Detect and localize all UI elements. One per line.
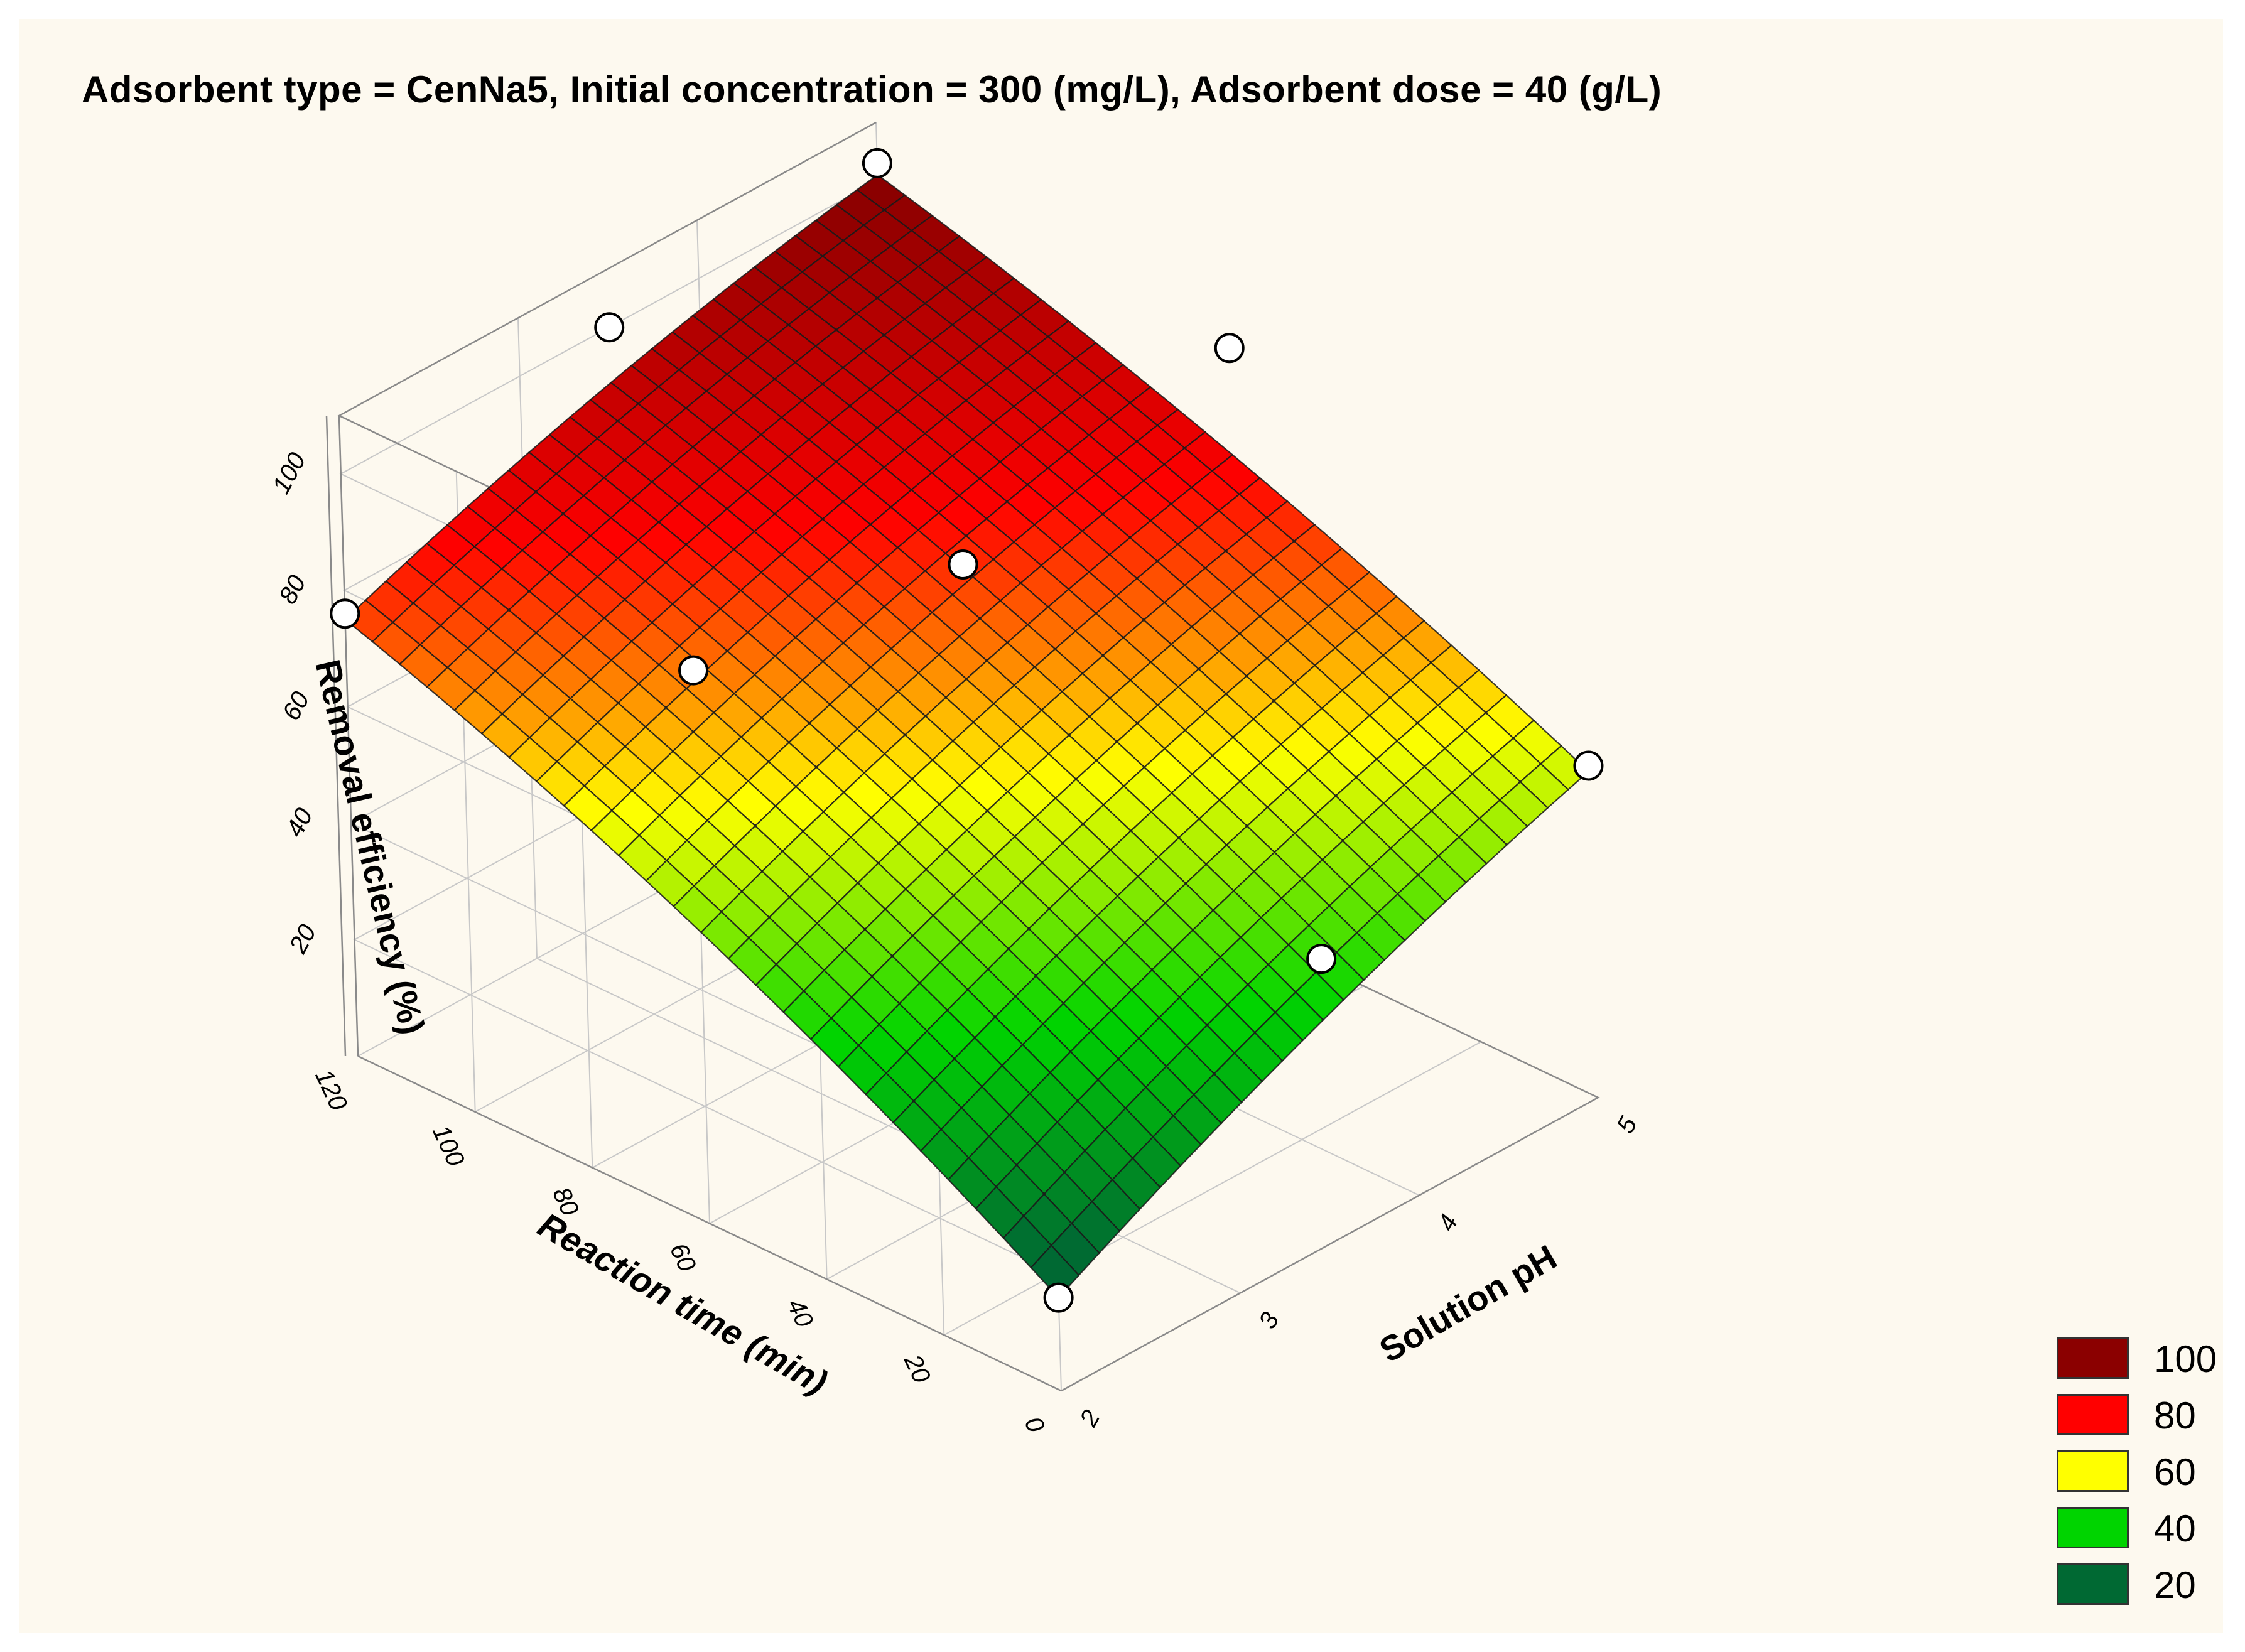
observed-point	[862, 148, 892, 178]
surface-cell	[1030, 1244, 1080, 1299]
observed-point	[678, 655, 709, 686]
chart-background: Adsorbent type = CenNa5, Initial concent…	[19, 19, 2223, 1633]
z-tick-label: 60	[278, 688, 315, 725]
x-tick-label: 3	[1253, 1308, 1284, 1333]
z-tick-label: 100	[267, 448, 311, 499]
legend-label: 100	[2154, 1338, 2217, 1380]
y-tick-label: 20	[899, 1350, 936, 1388]
y-tick-label: 120	[310, 1065, 352, 1115]
y-tick-label: 0	[1019, 1413, 1050, 1437]
legend-label: 60	[2154, 1451, 2196, 1493]
legend-swatch	[2057, 1507, 2129, 1548]
observed-point	[1214, 333, 1245, 364]
z-tick-label: 80	[274, 571, 311, 608]
legend-swatch	[2057, 1563, 2129, 1605]
z-axis-title: Removal efficiency (%)	[308, 656, 433, 1039]
legend-label: 20	[2154, 1564, 2196, 1606]
y-tick-label: 60	[664, 1239, 701, 1276]
observed-point	[948, 549, 978, 580]
x-tick-label: 4	[1432, 1210, 1463, 1235]
legend-label: 80	[2154, 1395, 2196, 1437]
legend-label: 40	[2154, 1508, 2196, 1550]
x-tick-label: 5	[1611, 1112, 1643, 1138]
observed-point	[1306, 944, 1337, 974]
surface-mesh	[344, 174, 1590, 1299]
legend-swatch	[2057, 1394, 2129, 1435]
x-axis-title: Solution pH	[1373, 1237, 1564, 1370]
legend-swatch	[2057, 1450, 2129, 1492]
z-axis-line	[325, 415, 347, 1057]
x-tick-label: 2	[1074, 1406, 1106, 1432]
box-edge	[338, 415, 359, 1057]
observed-point	[1043, 1282, 1074, 1313]
legend-swatch	[2057, 1337, 2129, 1379]
y-tick-label: 100	[427, 1121, 470, 1170]
observed-points	[330, 148, 1604, 1313]
chart-title: Adsorbent type = CenNa5, Initial concent…	[82, 68, 1662, 111]
observed-point	[330, 598, 360, 629]
z-tick-label: 20	[284, 920, 322, 958]
y-tick-label: 40	[782, 1295, 819, 1332]
z-tick-label: 40	[281, 804, 318, 841]
box-edge	[357, 1055, 1062, 1392]
observed-point	[594, 312, 625, 343]
observed-point	[1573, 750, 1604, 781]
